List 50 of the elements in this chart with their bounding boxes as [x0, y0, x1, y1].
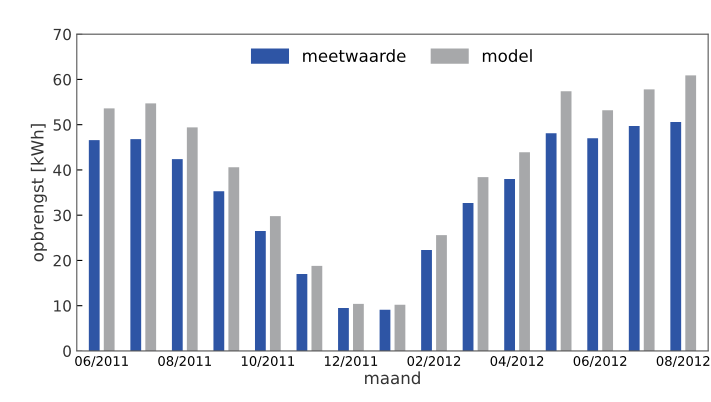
- y-axis-title: opbrengst [kWh]: [30, 124, 47, 262]
- bar: [436, 235, 447, 351]
- bar: [504, 178, 516, 351]
- bar: [644, 89, 655, 351]
- legend-label: meetwaarde: [303, 49, 406, 62]
- y-tick-label: 60: [54, 74, 71, 86]
- bar: [172, 159, 183, 351]
- legend-label: model: [482, 49, 532, 62]
- bar: [519, 152, 530, 351]
- x-tick-label: 08/2012: [656, 356, 710, 368]
- bar: [338, 308, 349, 351]
- x-tick-label: 06/2011: [75, 356, 128, 368]
- bar: [104, 108, 115, 351]
- bar: [602, 110, 614, 351]
- bar: [478, 177, 488, 351]
- bar: [88, 140, 100, 351]
- bar: [421, 250, 432, 351]
- bar: [670, 122, 682, 351]
- bar: [394, 304, 406, 351]
- bar: [270, 216, 281, 351]
- x-tick-label: 02/2012: [407, 356, 460, 368]
- bar: [145, 103, 156, 351]
- bar: [130, 139, 142, 351]
- bar: [296, 274, 308, 351]
- x-axis-title: maand: [365, 371, 420, 384]
- x-tick-label: 08/2011: [158, 356, 211, 368]
- bar: [311, 266, 322, 351]
- bar: [462, 202, 474, 351]
- bar: [228, 167, 240, 351]
- x-tick-label: 04/2012: [490, 356, 544, 368]
- y-tick-label: 70: [54, 28, 71, 40]
- x-tick-label: 10/2011: [242, 356, 294, 368]
- y-tick-label: 10: [54, 300, 71, 312]
- bar: [587, 138, 598, 351]
- bar: [213, 191, 224, 351]
- x-tick-label: 06/2012: [574, 356, 626, 368]
- bar: [685, 75, 696, 351]
- y-tick-label: 0: [63, 345, 71, 357]
- bar: [380, 310, 390, 351]
- bar: [628, 126, 640, 351]
- bar: [353, 304, 364, 351]
- y-tick-label: 50: [54, 119, 71, 131]
- bar: [186, 127, 198, 351]
- bar: [254, 231, 266, 351]
- bar: [560, 91, 572, 351]
- y-tick-label: 40: [53, 164, 71, 176]
- x-tick-label: 12/2011: [324, 356, 378, 368]
- y-tick-label: 20: [54, 254, 71, 266]
- bar: [546, 133, 557, 351]
- y-tick-label: 30: [54, 210, 71, 222]
